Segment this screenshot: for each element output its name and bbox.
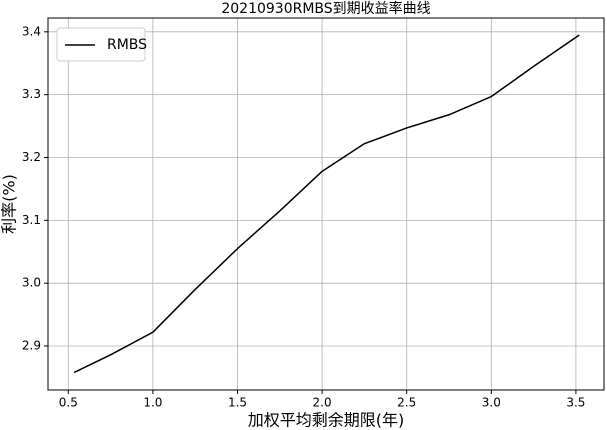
plot-frame	[47, 17, 605, 391]
y-tick-label: 3.3	[22, 87, 41, 101]
legend-box	[56, 27, 146, 62]
y-axis-label: 利率(%)	[0, 174, 19, 234]
y-tick-label: 2.9	[22, 339, 41, 353]
chart-title: 20210930RMBS到期收益率曲线	[221, 0, 430, 17]
y-tick-label: 3.4	[22, 24, 41, 38]
x-tick-label: 0.5	[59, 396, 78, 410]
legend-label: RMBS	[107, 37, 147, 53]
x-tick-label: 3.0	[482, 396, 501, 410]
x-tick-label: 1.5	[228, 396, 247, 410]
x-tick-label: 1.0	[143, 396, 162, 410]
y-tick-label: 3.1	[22, 213, 41, 227]
y-tick-label: 3.2	[22, 150, 41, 164]
y-tick-label: 3.0	[22, 276, 41, 290]
x-tick-label: 2.0	[313, 396, 332, 410]
x-tick-label: 2.5	[397, 396, 416, 410]
series-line	[73, 34, 580, 374]
x-tick-label: 3.5	[566, 396, 585, 410]
x-axis-label: 加权平均剩余期限(年)	[248, 411, 405, 430]
